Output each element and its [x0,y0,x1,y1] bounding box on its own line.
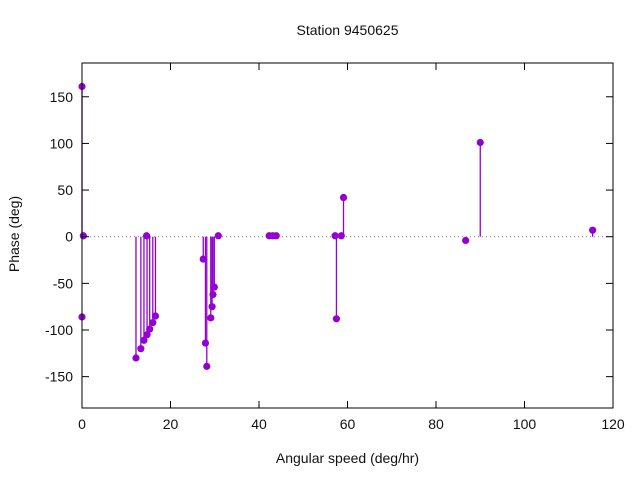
data-point [589,226,597,234]
x-tick-label: 60 [340,416,356,432]
y-tick-label: 150 [50,89,74,105]
data-point [79,232,87,240]
x-tick-label: 20 [163,416,179,432]
y-tick-label: -100 [45,322,73,338]
data-point [143,331,151,339]
data-point [339,193,348,202]
plot-border [81,62,614,409]
data-point [332,315,341,323]
y-tick-label: 100 [50,135,74,151]
x-tick-label: 40 [251,416,267,432]
data-point [208,303,216,311]
y-tick-label: 50 [57,182,73,198]
y-tick-label: 0 [65,229,73,245]
data-point [214,232,222,240]
data-point [149,318,157,327]
data-point [331,232,339,240]
chart-title: Station 9450625 [296,22,399,38]
data-point [210,283,218,291]
x-tick-label: 100 [513,416,537,432]
data-point [462,236,470,245]
data-point [151,312,160,320]
y-tick-label: -150 [45,369,73,385]
data-point [132,354,140,362]
y-tick-label: -50 [53,275,73,291]
data-point [209,290,217,299]
data-point [207,314,215,322]
data-point [337,232,345,240]
data-point [201,339,210,347]
data-point [146,325,154,333]
data-point [143,232,151,240]
x-tick-label: 80 [428,416,444,432]
data-point [199,255,207,263]
x-tick-label: 0 [78,416,86,432]
data-point [272,232,280,240]
x-axis-label: Angular speed (deg/hr) [275,450,420,466]
data-point [140,336,148,344]
x-tick-label: 120 [601,416,625,432]
data-point [137,345,145,353]
data-point [203,362,211,370]
data-point [476,138,484,147]
